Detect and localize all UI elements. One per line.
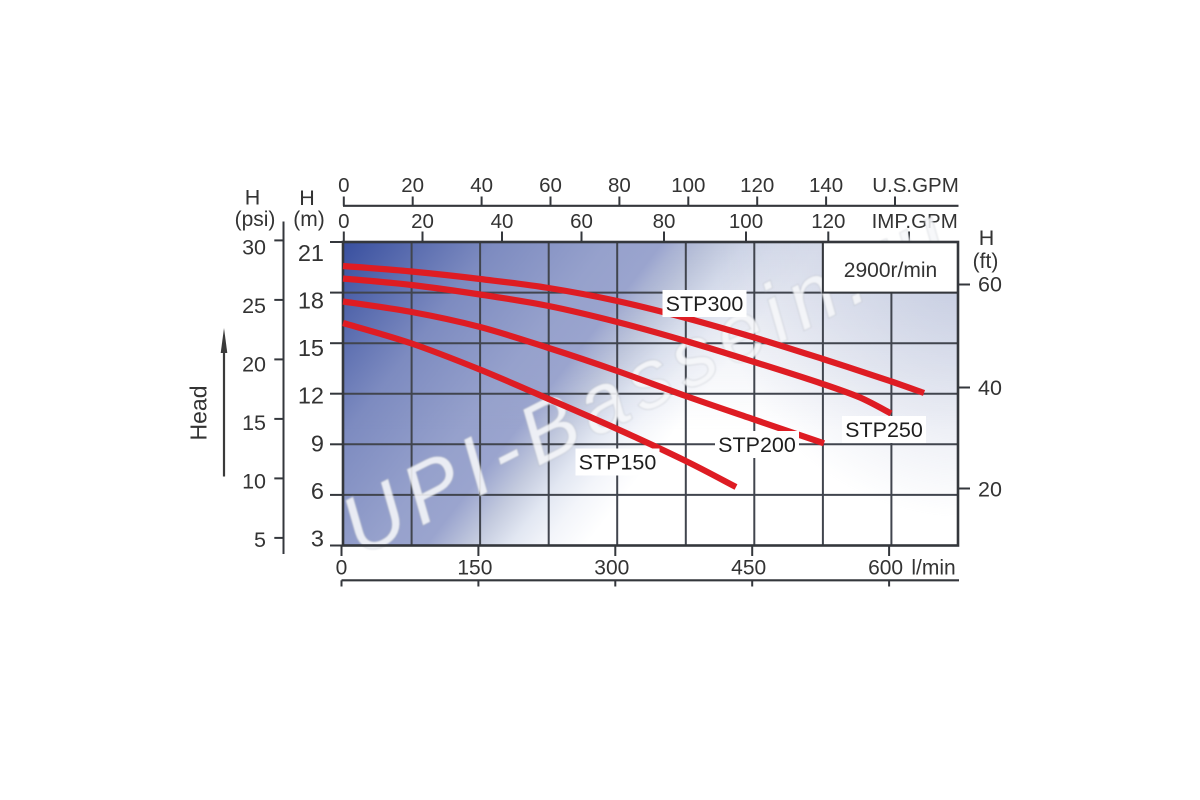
svg-text:(psi): (psi) (235, 208, 276, 231)
svg-text:2900r/min: 2900r/min (844, 259, 937, 282)
svg-text:60: 60 (978, 273, 1002, 297)
svg-text:15: 15 (242, 411, 266, 435)
svg-text:120: 120 (740, 174, 774, 197)
svg-text:9: 9 (311, 430, 324, 456)
svg-text:100: 100 (729, 210, 763, 233)
svg-text:l/min: l/min (911, 557, 955, 580)
svg-text:STP150: STP150 (579, 451, 657, 475)
svg-text:18: 18 (298, 288, 324, 314)
svg-text:40: 40 (470, 174, 493, 197)
svg-text:3: 3 (311, 526, 324, 552)
svg-text:25: 25 (242, 294, 266, 318)
svg-text:60: 60 (539, 174, 562, 197)
svg-text:0: 0 (336, 557, 348, 580)
svg-text:12: 12 (298, 383, 324, 409)
svg-text:(ft): (ft) (973, 250, 999, 273)
svg-text:20: 20 (411, 210, 434, 233)
svg-text:H: H (979, 226, 995, 250)
svg-text:STP300: STP300 (666, 292, 744, 316)
svg-text:H: H (299, 186, 315, 210)
svg-text:120: 120 (811, 210, 845, 233)
svg-text:100: 100 (671, 174, 705, 197)
svg-text:H: H (245, 186, 261, 210)
svg-text:10: 10 (242, 469, 266, 493)
svg-text:40: 40 (978, 376, 1002, 400)
svg-text:80: 80 (608, 174, 631, 197)
svg-text:5: 5 (254, 528, 266, 552)
svg-text:6: 6 (311, 478, 324, 504)
svg-text:15: 15 (298, 335, 324, 361)
svg-text:20: 20 (401, 174, 424, 197)
svg-text:80: 80 (653, 210, 676, 233)
svg-text:450: 450 (731, 557, 766, 580)
svg-text:STP200: STP200 (718, 433, 796, 457)
svg-text:140: 140 (809, 174, 843, 197)
svg-text:21: 21 (298, 240, 324, 266)
svg-text:0: 0 (338, 174, 349, 197)
svg-text:300: 300 (594, 557, 629, 580)
svg-text:60: 60 (570, 210, 593, 233)
svg-text:(m): (m) (293, 208, 324, 231)
svg-text:600: 600 (868, 557, 903, 580)
svg-text:20: 20 (242, 352, 266, 376)
svg-text:STP250: STP250 (845, 418, 923, 442)
svg-text:150: 150 (457, 557, 492, 580)
svg-text:20: 20 (978, 478, 1002, 502)
svg-text:Head: Head (186, 386, 212, 441)
svg-text:0: 0 (338, 210, 349, 233)
svg-text:U.S.GPM: U.S.GPM (872, 174, 959, 197)
svg-text:40: 40 (491, 210, 514, 233)
svg-text:IMP.GPM: IMP.GPM (872, 210, 958, 233)
svg-text:30: 30 (242, 236, 266, 260)
